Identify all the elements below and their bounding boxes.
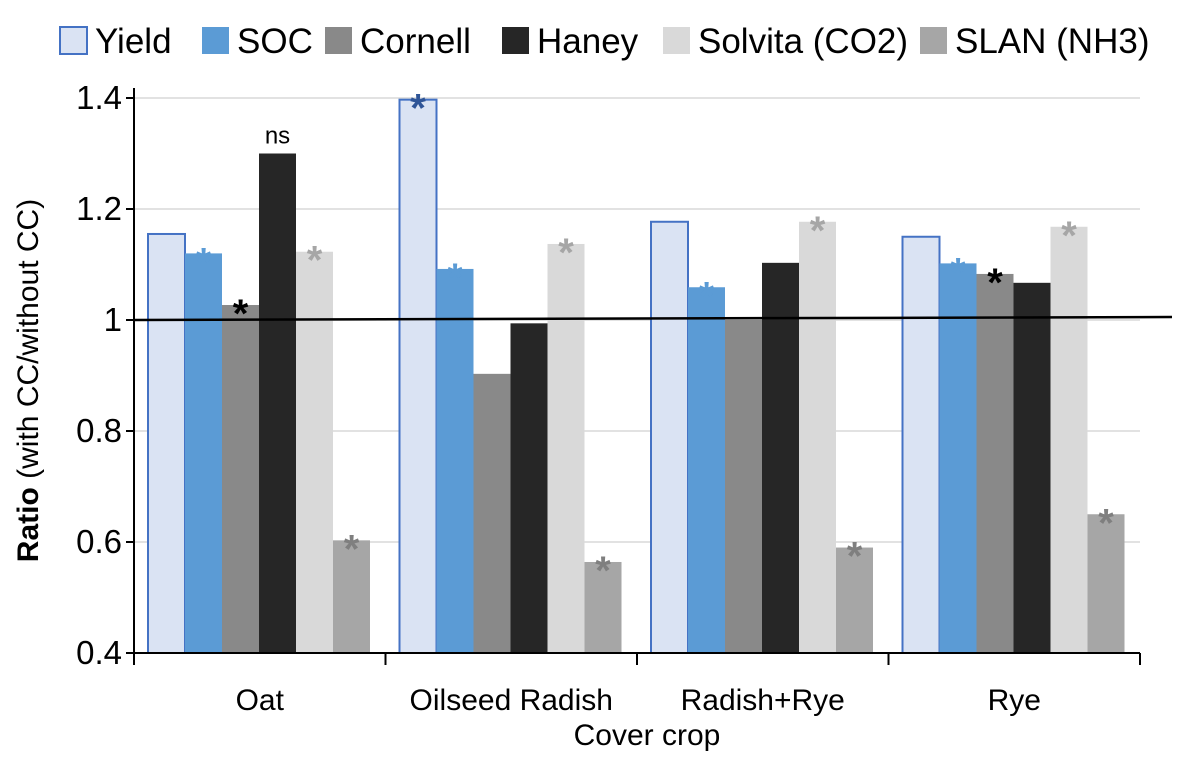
bar-slan-nh3 [1087,514,1125,653]
annotation-significance: * [810,209,826,253]
bar-yield [901,235,941,654]
bar-haney [259,153,296,653]
annotations: * * ns * * * * * * * * * * * * * [196,87,1115,593]
bar-yield [650,220,689,654]
y-tick-label: 0.8 [76,412,122,449]
annotation-significance: * [987,261,1003,305]
legend-swatch [202,27,229,54]
x-axis-title: Cover crop [574,719,721,752]
bar-solvita-co2 [799,221,836,653]
x-ticks [133,653,1141,665]
annotation-significance: * [307,239,323,283]
category-label: Rye [988,684,1041,717]
y-axis-title-bold: Ratio [12,487,45,562]
y-ticks: 0.4 0.6 0.8 1 1.2 1.4 [76,79,134,671]
bar-soc [185,253,222,653]
annotation-significance: * [344,527,360,571]
legend-swatch [502,27,529,54]
legend-label: SOC [237,22,313,61]
bar-cornell [725,320,762,653]
y-tick-label: 0.6 [76,523,122,560]
bar-cornell [976,273,1014,653]
bar-soc [436,268,474,653]
bar-cornell [473,373,511,653]
legend-label: SLAN (NH3) [955,22,1149,61]
legend-label: Solvita (CO2) [698,22,908,61]
category-label: Radish+Rye [681,684,845,717]
annotation-significance: * [1098,501,1114,545]
annotation-significance: * [950,250,966,294]
legend: Yield SOC Cornell Haney Solvita (CO2) SLAN (N… [59,22,1149,61]
annotation-significance: * [595,549,611,593]
annotation-significance: * [410,87,426,131]
annotation-significance: * [558,231,574,275]
legend-label: Cornell [360,22,471,61]
y-axis-title-rest: (with CC/without CC) [12,199,45,487]
y-axis-title: Ratio (with CC/without CC) [12,199,45,562]
bar-solvita-co2 [1050,226,1088,653]
legend-swatch [59,26,88,55]
bar-haney [762,262,799,653]
annotation-ns: ns [265,123,290,150]
y-tick-label: 1.2 [76,190,122,227]
bar-haney [510,323,548,653]
bar-solvita-co2 [547,243,585,653]
bar-soc [688,287,725,653]
category-label: Oat [236,684,285,717]
annotation-significance: * [233,292,249,336]
legend-swatch [325,27,352,54]
annotation-significance: * [447,256,463,300]
y-tick-label: 1.4 [76,79,122,116]
bar-slan-nh3 [836,547,873,653]
bar-yield [147,232,186,654]
annotation-significance: * [1061,214,1077,258]
y-tick-label: 0.4 [76,634,122,671]
bar-yield [398,98,438,655]
legend-label: Haney [537,22,639,61]
legend-swatch [663,27,690,54]
annotation-significance: * [196,240,212,284]
bar-haney [1013,282,1051,653]
bar-soc [939,263,977,653]
bars [147,98,1125,655]
legend-label: Yield [95,22,172,61]
y-tick-label: 1 [104,301,122,338]
reference-line [133,315,1173,322]
bar-slan-nh3 [584,561,622,653]
bar-slan-nh3 [333,540,370,653]
annotation-significance: * [847,535,863,579]
category-label: Oilseed Radish [410,684,613,717]
category-labels: Oat Oilseed Radish Radish+Rye Rye [236,684,1041,717]
bar-cornell [222,305,259,653]
bar-solvita-co2 [296,251,333,654]
annotation-significance: * [699,274,715,318]
legend-swatch [920,27,947,54]
